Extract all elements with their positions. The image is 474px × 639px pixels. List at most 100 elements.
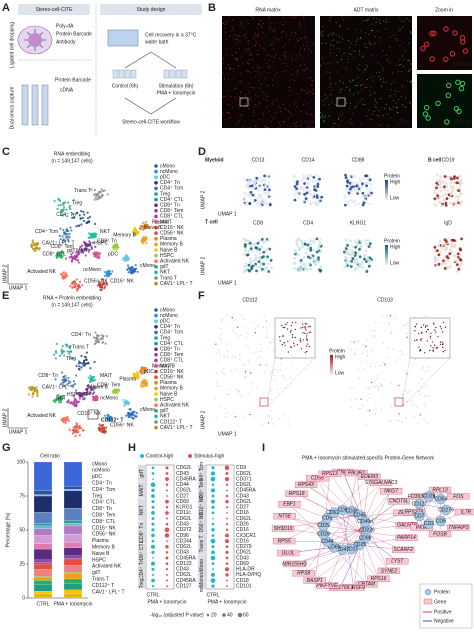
signal-dot <box>254 32 256 34</box>
signal-dot <box>288 110 290 112</box>
cell-dot <box>69 285 72 288</box>
cell-dot <box>36 389 39 392</box>
signal-dot <box>225 31 227 33</box>
zoom-cell <box>425 115 431 121</box>
feature-dot <box>365 345 367 348</box>
legend-label: Plasma <box>160 380 177 386</box>
signal-dot <box>248 70 250 72</box>
feature-dot <box>265 257 269 261</box>
cell-dot <box>136 374 139 377</box>
size-legend-label: 40 <box>227 612 233 618</box>
feature-dot <box>241 314 243 317</box>
cell-dot <box>30 385 33 388</box>
signal-dot <box>256 54 258 56</box>
protein-label: CD69 <box>328 545 341 551</box>
signal-dot <box>291 31 293 33</box>
dot <box>212 568 214 571</box>
protein-label: CD6 <box>436 518 446 524</box>
signal-dot <box>365 64 367 66</box>
marker-label: CD27 <box>236 505 249 511</box>
cell-dot <box>75 225 78 228</box>
cell-dot <box>74 389 78 392</box>
cell-dot <box>75 400 79 403</box>
capture-chip <box>41 84 49 126</box>
signal-dot <box>286 33 288 35</box>
feature-dot <box>255 249 259 253</box>
inset-dot <box>307 325 310 328</box>
panel-letter: G <box>2 442 11 454</box>
signal-dot <box>259 20 261 22</box>
signal-dot <box>285 53 287 55</box>
feature-dot <box>297 253 300 257</box>
cell-dot <box>59 227 62 230</box>
signal-dot <box>369 94 371 96</box>
signal-dot <box>409 42 411 44</box>
gene-label: FOS <box>453 494 464 500</box>
cell-dot <box>141 238 144 241</box>
cell-dot <box>78 434 81 437</box>
feature-dot <box>258 239 262 243</box>
signal-dot <box>320 32 322 34</box>
signal-dot <box>239 22 241 24</box>
cell-dot <box>64 239 67 242</box>
cell-dot <box>83 213 86 216</box>
feature-dot <box>356 261 360 265</box>
cell-dot <box>136 377 139 380</box>
inset-dot <box>281 344 283 346</box>
signal-dot <box>357 92 359 94</box>
gene-label: CNOT6L <box>389 499 409 505</box>
signal-dot <box>338 96 340 98</box>
signal-dot <box>338 118 340 120</box>
signal-dot <box>376 107 378 109</box>
feature-dot <box>265 202 269 205</box>
feature-dot <box>309 248 313 252</box>
dot <box>225 483 229 486</box>
inset-dot <box>287 351 290 353</box>
cell-dot <box>127 271 130 274</box>
label: Study design <box>137 7 166 13</box>
signal-dot <box>322 34 324 36</box>
cluster-label: HSPC <box>94 240 108 246</box>
feature-dot <box>458 181 462 185</box>
bar-segment <box>33 580 53 585</box>
cell-dot <box>140 227 143 230</box>
inset-dot <box>294 328 297 331</box>
bar-segment <box>33 559 53 563</box>
marker-label: CD43 <box>176 567 189 573</box>
cell-dot <box>59 399 62 403</box>
inset-dot <box>308 345 311 348</box>
cell-dot <box>101 423 104 427</box>
feature-dot <box>351 183 355 186</box>
signal-dot <box>236 97 238 99</box>
signal-dot <box>343 52 345 54</box>
cell-dot <box>75 364 78 368</box>
cell-dot <box>77 400 81 403</box>
signal-dot <box>336 47 338 49</box>
feature-dot <box>266 262 270 266</box>
signal-dot <box>369 118 371 120</box>
cell-dot <box>100 285 104 289</box>
signal-dot <box>288 86 290 88</box>
signal-dot <box>244 35 246 37</box>
cluster-label: pDC <box>144 369 154 375</box>
group-label: CD8⁺ Tn <box>139 523 145 543</box>
cell-dot <box>62 229 65 232</box>
dot <box>151 584 155 588</box>
feature-dot <box>308 242 312 246</box>
feature-dot <box>221 370 223 372</box>
legend-label: ncMono <box>160 313 178 319</box>
signal-dot <box>253 38 255 40</box>
signal-dot <box>327 34 329 36</box>
cell-dot <box>135 415 138 418</box>
feature-dot <box>256 196 260 200</box>
legend-title: Protein <box>384 173 400 179</box>
marker-label: CD371 <box>236 476 252 482</box>
feature-dot <box>251 193 255 197</box>
feature-dot <box>245 344 247 347</box>
legend-label: CD16⁺ NK <box>160 369 184 375</box>
feature-dot <box>379 383 382 385</box>
feature-dot <box>401 364 403 366</box>
cell-dot <box>27 393 30 396</box>
signal-dot <box>262 118 264 120</box>
signal-dot <box>277 126 279 128</box>
